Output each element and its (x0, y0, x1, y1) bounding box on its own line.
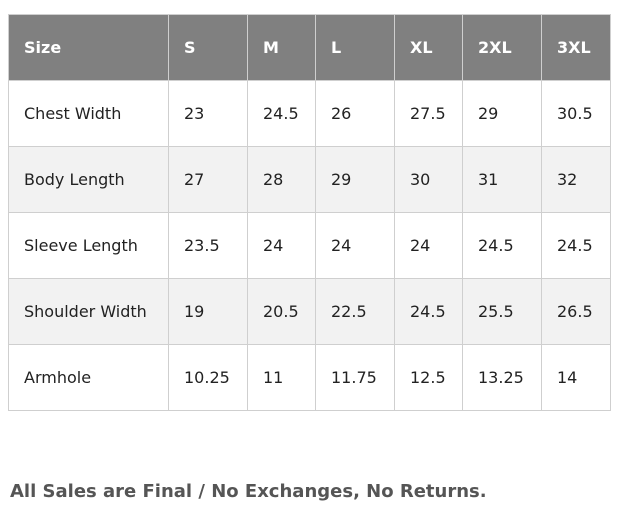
cell: 24 (394, 212, 463, 279)
header-cell: S (168, 14, 248, 81)
table-row: Chest Width 23 24.5 26 27.5 29 30.5 (8, 80, 611, 147)
table-row: Sleeve Length 23.5 24 24 24 24.5 24.5 (8, 212, 611, 279)
header-cell: L (315, 14, 395, 81)
cell: 12.5 (394, 344, 463, 411)
cell: 24.5 (541, 212, 611, 279)
cell: 28 (247, 146, 316, 213)
cell: 26.5 (541, 278, 611, 345)
cell: 27.5 (394, 80, 463, 147)
cell: 19 (168, 278, 248, 345)
row-label: Shoulder Width (8, 278, 169, 345)
table-row: Body Length 27 28 29 30 31 32 (8, 146, 611, 213)
header-cell: Size (8, 14, 169, 81)
cell: 24.5 (462, 212, 542, 279)
header-cell: 3XL (541, 14, 611, 81)
cell: 23.5 (168, 212, 248, 279)
table-body: Chest Width 23 24.5 26 27.5 29 30.5 Body Length… (8, 80, 611, 411)
cell: 24 (315, 212, 395, 279)
cell: 30.5 (541, 80, 611, 147)
table-row: Shoulder Width 19 20.5 22.5 24.5 25.5 26.5 (8, 278, 611, 345)
row-label: Sleeve Length (8, 212, 169, 279)
cell: 29 (462, 80, 542, 147)
row-label: Armhole (8, 344, 169, 411)
cell: 11.75 (315, 344, 395, 411)
cell: 13.25 (462, 344, 542, 411)
size-table: Size S M L XL 2XL 3XL Chest Width 23 24.5 26 27.5 2… (8, 14, 611, 411)
cell: 24.5 (247, 80, 316, 147)
table-row: Armhole 10.25 11 11.75 12.5 13.25 14 (8, 344, 611, 411)
cell: 10.25 (168, 344, 248, 411)
cell: 27 (168, 146, 248, 213)
cell: 25.5 (462, 278, 542, 345)
cell: 14 (541, 344, 611, 411)
header-cell: XL (394, 14, 463, 81)
header-cell: 2XL (462, 14, 542, 81)
row-label: Body Length (8, 146, 169, 213)
row-label: Chest Width (8, 80, 169, 147)
cell: 31 (462, 146, 542, 213)
footer-note: All Sales are Final / No Exchanges, No R… (10, 481, 487, 502)
cell: 29 (315, 146, 395, 213)
cell: 20.5 (247, 278, 316, 345)
header-cell: M (247, 14, 316, 81)
cell: 11 (247, 344, 316, 411)
cell: 30 (394, 146, 463, 213)
header-row: Size S M L XL 2XL 3XL (8, 14, 611, 81)
cell: 23 (168, 80, 248, 147)
cell: 26 (315, 80, 395, 147)
cell: 24 (247, 212, 316, 279)
cell: 24.5 (394, 278, 463, 345)
cell: 32 (541, 146, 611, 213)
cell: 22.5 (315, 278, 395, 345)
